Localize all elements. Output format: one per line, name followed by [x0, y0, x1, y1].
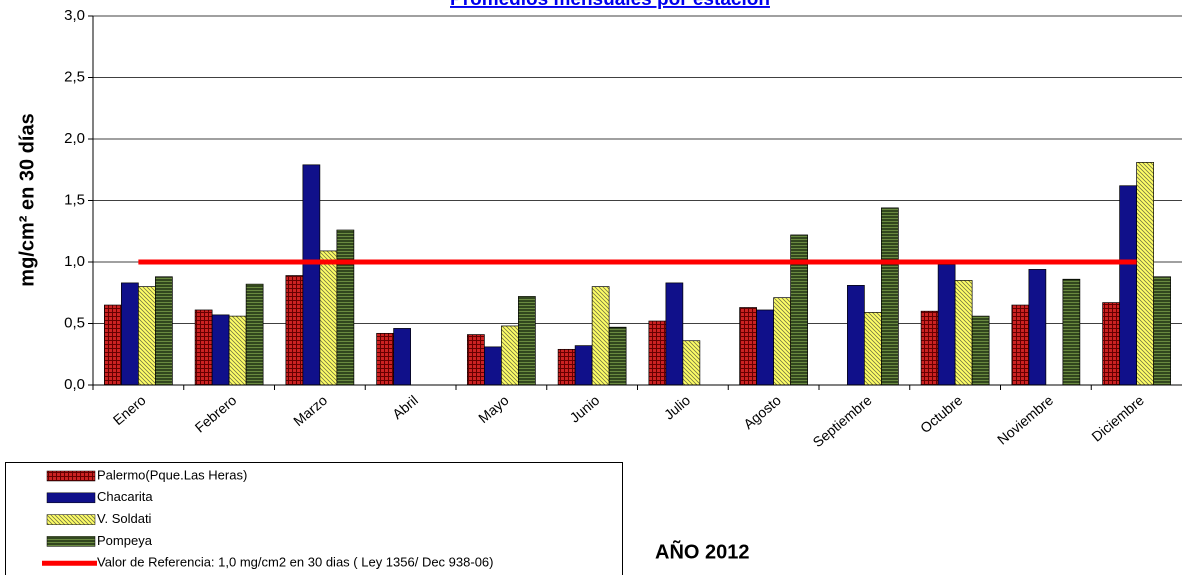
bar — [682, 340, 701, 386]
bar — [648, 320, 667, 386]
legend-swatch — [46, 514, 96, 525]
bar — [104, 304, 122, 386]
bar — [937, 264, 956, 386]
bar — [518, 296, 536, 386]
y-axis-label: mg/cm² en 30 días — [16, 113, 38, 286]
bar — [1136, 162, 1154, 386]
chart-title: Promedios mensuales por estación — [450, 0, 770, 10]
bar — [1062, 278, 1081, 386]
bar — [790, 234, 808, 386]
legend-swatch — [46, 470, 96, 482]
bar — [228, 315, 247, 386]
x-tick-label: Mayo — [475, 392, 512, 426]
bar — [393, 328, 411, 386]
y-tick-label: 2,0 — [64, 130, 85, 147]
bar — [608, 326, 627, 386]
x-tick-label: Marzo — [290, 392, 330, 429]
x-tick-label: Septiembre — [810, 392, 875, 450]
y-tick-label: 2,5 — [64, 68, 85, 85]
bar — [138, 286, 156, 386]
bar — [194, 309, 213, 386]
bar — [376, 332, 394, 386]
x-tick-label: Diciembre — [1088, 392, 1147, 445]
bar — [1028, 269, 1047, 386]
y-tick-label: 1,5 — [64, 191, 85, 208]
bar — [319, 250, 338, 386]
bar — [302, 164, 321, 386]
bar — [484, 346, 502, 386]
x-tick-label: Octubre — [917, 392, 966, 436]
x-tick-label: Enero — [110, 392, 149, 428]
bar — [574, 345, 593, 386]
bar — [245, 283, 264, 386]
y-tick-label: 0,5 — [64, 314, 85, 331]
bar — [285, 275, 304, 386]
legend-swatch — [46, 536, 96, 547]
bar — [881, 207, 899, 386]
bar — [467, 334, 485, 386]
legend-swatch — [46, 492, 96, 504]
bar — [773, 297, 791, 386]
y-tick-label: 1,0 — [64, 253, 85, 270]
bar — [121, 282, 139, 386]
bar — [756, 309, 774, 386]
x-tick-label: Abril — [389, 392, 421, 422]
bar — [864, 312, 882, 386]
bar — [591, 286, 610, 386]
bar — [1011, 304, 1030, 386]
bar — [1153, 276, 1171, 386]
x-tick-label: Agosto — [740, 392, 784, 432]
bar — [336, 229, 355, 386]
bar — [155, 276, 173, 386]
bar — [501, 325, 519, 386]
legend-label: Palermo(Pque.Las Heras) — [97, 467, 247, 482]
x-tick-label: Febrero — [192, 392, 240, 436]
bar — [920, 310, 939, 386]
legend-label: Chacarita — [97, 489, 153, 504]
legend-label: Valor de Referencia: 1,0 mg/cm2 en 30 di… — [97, 555, 493, 570]
x-tick-label: Junio — [567, 392, 603, 426]
legend-label: Pompeya — [97, 533, 153, 548]
bar — [954, 280, 973, 386]
bar — [665, 282, 684, 386]
x-tick-label: Julio — [661, 392, 694, 423]
bar — [211, 314, 230, 386]
legend-label: V. Soldati — [97, 511, 152, 526]
y-tick-label: 3,0 — [64, 7, 85, 24]
bar — [1102, 302, 1120, 386]
bar — [847, 285, 865, 386]
bar — [1119, 185, 1137, 386]
legend-box — [5, 462, 623, 575]
bar — [971, 315, 990, 386]
bar — [739, 307, 757, 386]
x-tick-label: Noviembre — [994, 392, 1056, 448]
y-tick-label: 0,0 — [64, 376, 85, 393]
bar — [557, 348, 576, 386]
annotation: AÑO 2012 — [655, 540, 750, 563]
